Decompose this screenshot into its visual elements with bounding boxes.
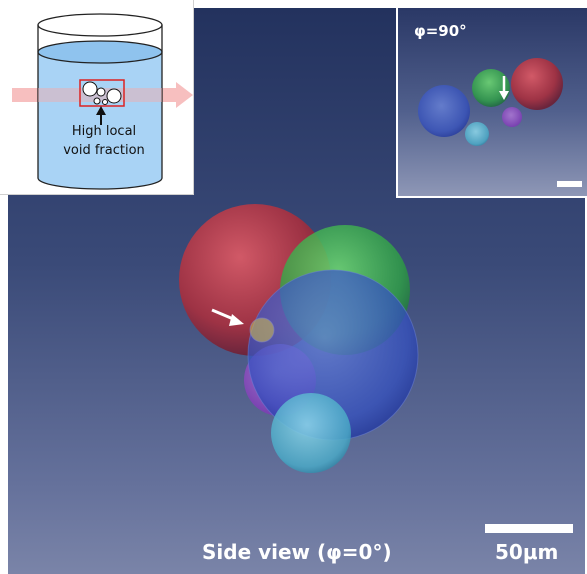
green-bubble-small (472, 69, 510, 107)
scale-bar-small (557, 181, 582, 187)
cyan-bubble-small (465, 122, 489, 146)
arrow-icon-small (499, 76, 509, 100)
red-bubble-small (511, 58, 563, 110)
top-view-bubbles (418, 58, 563, 146)
blue-bubble-small (418, 85, 470, 137)
purple-bubble-small (502, 107, 522, 127)
schematic-label-line1: High local (71, 124, 137, 139)
arrow-icon (211, 308, 244, 326)
small-bubble (249, 317, 275, 343)
schematic-label-line2: void fraction (63, 143, 145, 158)
cyan-bubble (271, 393, 351, 473)
schematic-inset: High local void fraction (0, 0, 194, 195)
scale-bar (485, 524, 573, 533)
schematic-drawing (12, 13, 193, 190)
phi-90-label: φ=90° (414, 22, 467, 40)
up-arrow-icon (96, 106, 106, 125)
cylinder-top-icon (37, 13, 163, 37)
highlight-box (79, 79, 125, 107)
scale-label: 50μm (495, 540, 559, 564)
side-view-label: Side view (φ=0°) (202, 540, 392, 564)
top-view-inset: φ=90° (396, 8, 587, 198)
